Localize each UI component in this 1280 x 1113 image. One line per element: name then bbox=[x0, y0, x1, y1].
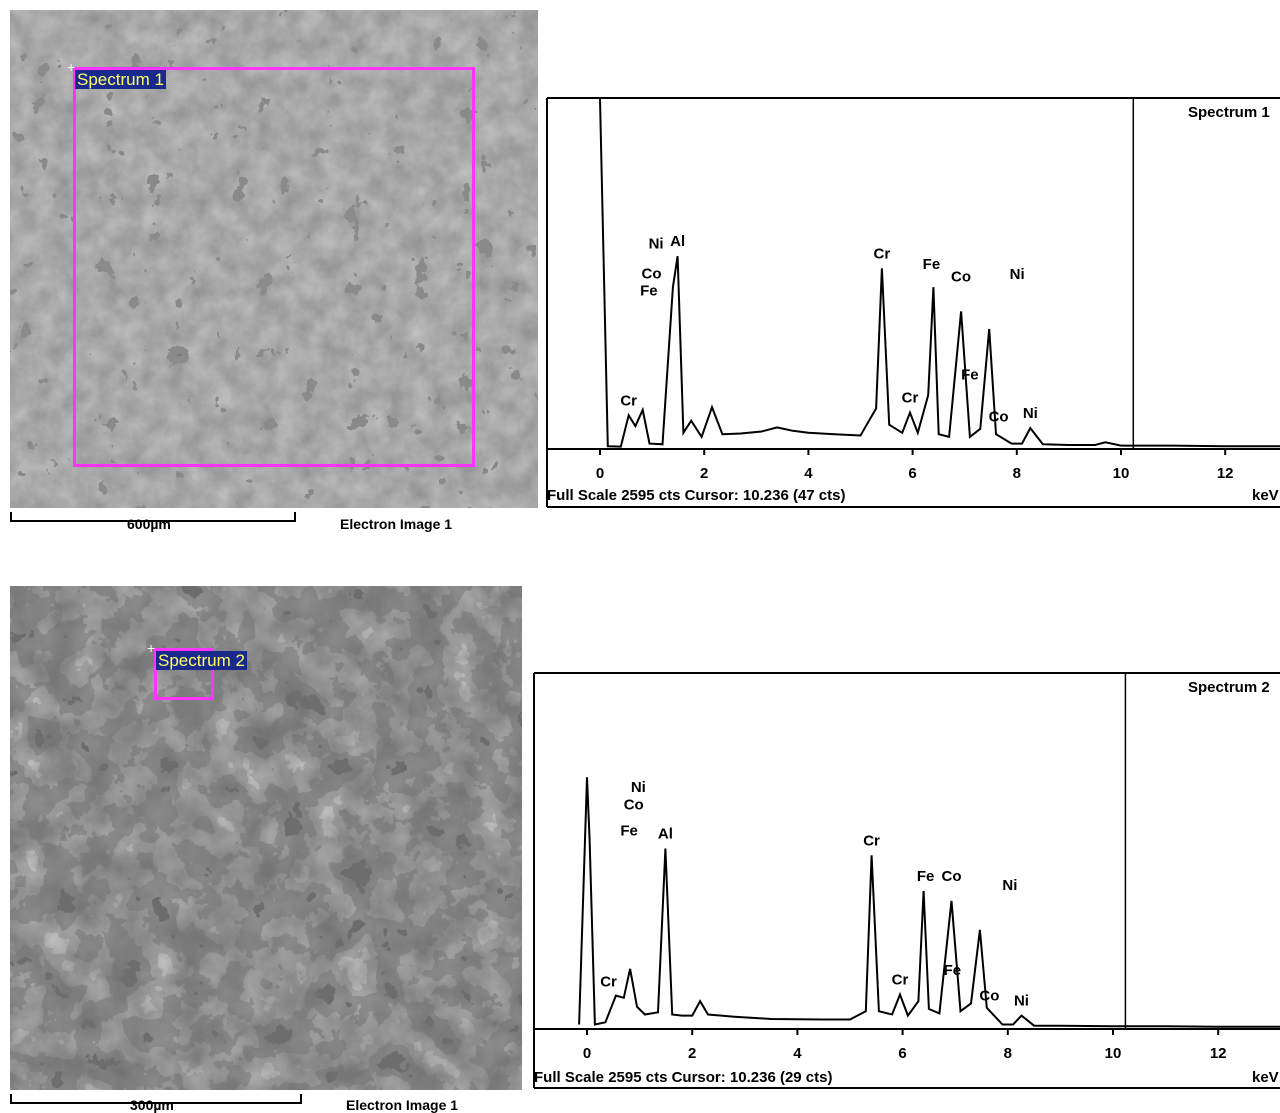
peak-label-ni: Ni bbox=[1014, 993, 1029, 1010]
micrograph-texture bbox=[10, 586, 522, 1090]
spectrum-title: Spectrum 2 bbox=[1188, 679, 1270, 696]
x-tick-label: 2 bbox=[700, 465, 708, 482]
x-tick-label: 12 bbox=[1210, 1045, 1227, 1062]
x-tick-label: 6 bbox=[908, 465, 916, 482]
peak-label-fe: Fe bbox=[917, 868, 935, 885]
peak-label-co: Co bbox=[989, 409, 1009, 426]
x-tick-label: 0 bbox=[596, 465, 604, 482]
scale-label: 600µm bbox=[127, 516, 171, 532]
spectrum-trace bbox=[578, 777, 1280, 1028]
spectrum-1-roi[interactable] bbox=[73, 67, 475, 467]
peak-label-ni: Ni bbox=[1010, 266, 1025, 283]
roi-label: Spectrum 1 bbox=[75, 70, 166, 89]
unit-label: keV bbox=[1252, 487, 1279, 504]
spectrum-footer: Full Scale 2595 cts Cursor: 10.236 (47 c… bbox=[547, 487, 845, 504]
peak-label-ni: Ni bbox=[631, 779, 646, 796]
peak-label-co: Co bbox=[951, 268, 971, 285]
x-tick-label: 10 bbox=[1113, 465, 1130, 482]
x-tick-label: 10 bbox=[1105, 1045, 1122, 1062]
peak-label-cr: Cr bbox=[892, 971, 909, 988]
x-tick-label: 8 bbox=[1013, 465, 1021, 482]
peak-label-co: Co bbox=[641, 266, 661, 283]
peak-label-fe: Fe bbox=[961, 366, 979, 383]
image-label: Electron Image 1 bbox=[346, 1097, 459, 1113]
peak-label-ni: Ni bbox=[1002, 877, 1017, 894]
peak-label-cr: Cr bbox=[874, 245, 891, 262]
x-ticks: 0 2 4 6 8 10 12 bbox=[596, 449, 1234, 482]
spectrum-title: Spectrum 1 bbox=[1188, 104, 1270, 121]
spectrum-2-roi[interactable] bbox=[154, 648, 214, 700]
peak-label-co: Co bbox=[942, 868, 962, 885]
scale-bar bbox=[10, 512, 296, 522]
peak-label-fe: Fe bbox=[944, 962, 962, 979]
peak-label-cr: Cr bbox=[600, 973, 617, 990]
peak-label-ni: Ni bbox=[649, 236, 664, 253]
spectrum-1-chart: 0 2 4 6 8 10 12 Al Cr Fe Co Ni Fe Co Ni Co Fe Cr Cr Ni Spe… bbox=[546, 97, 1280, 509]
peak-label-al: Al bbox=[658, 826, 673, 843]
peak-label-fe: Fe bbox=[620, 823, 638, 840]
peak-label-cr: Cr bbox=[620, 392, 637, 409]
peak-label-co: Co bbox=[979, 988, 999, 1005]
spectrum-trace bbox=[599, 98, 1280, 448]
x-tick-label: 8 bbox=[1004, 1045, 1012, 1062]
micrograph-texture bbox=[10, 10, 538, 508]
roi-label: Spectrum 2 bbox=[156, 651, 247, 670]
x-ticks: 0 2 4 6 8 10 12 bbox=[583, 1029, 1227, 1062]
electron-image-1 bbox=[10, 10, 538, 508]
x-tick-label: 4 bbox=[793, 1045, 802, 1062]
peak-label-ni: Ni bbox=[1023, 405, 1038, 422]
plot-frame bbox=[546, 97, 1280, 508]
image-label: Electron Image 1 bbox=[340, 516, 453, 532]
peak-label-fe: Fe bbox=[640, 283, 658, 300]
plot-frame bbox=[533, 672, 1280, 1089]
scale-bar bbox=[10, 1094, 302, 1104]
roi-crosshair: + bbox=[147, 640, 156, 656]
unit-label: keV bbox=[1252, 1069, 1279, 1086]
roi-crosshair: + bbox=[67, 59, 76, 75]
x-tick-label: 2 bbox=[688, 1045, 696, 1062]
peak-label-al: Al bbox=[670, 233, 685, 250]
peak-label-co: Co bbox=[624, 797, 644, 814]
spectrum-2-chart: 0 2 4 6 8 10 12 Al Cr Fe Co Ni Fe Co Ni Co Fe Cr Cr Ni Spe… bbox=[533, 672, 1280, 1090]
spectrum-footer: Full Scale 2595 cts Cursor: 10.236 (29 c… bbox=[534, 1069, 832, 1086]
electron-image-2 bbox=[10, 586, 522, 1090]
scale-label: 300µm bbox=[130, 1097, 174, 1113]
x-tick-label: 0 bbox=[583, 1045, 591, 1062]
x-tick-label: 6 bbox=[898, 1045, 906, 1062]
peak-label-cr: Cr bbox=[863, 832, 880, 849]
peak-label-fe: Fe bbox=[923, 256, 941, 273]
x-tick-label: 12 bbox=[1217, 465, 1234, 482]
peak-label-cr: Cr bbox=[902, 390, 919, 407]
x-tick-label: 4 bbox=[804, 465, 813, 482]
